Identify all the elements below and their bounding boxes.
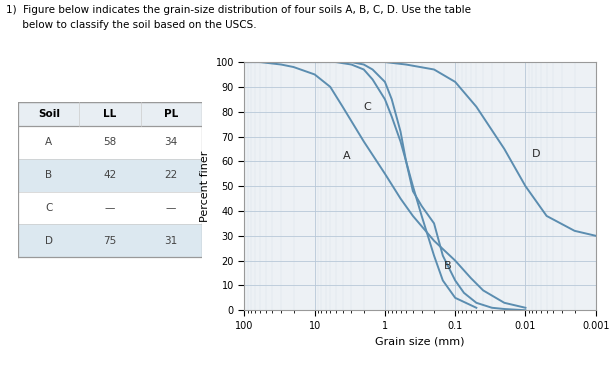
Text: 34: 34: [164, 137, 178, 147]
Bar: [18, 159, 202, 192]
Bar: [18, 126, 202, 159]
Text: below to classify the soil based on the USCS.: below to classify the soil based on the …: [6, 20, 257, 30]
Text: Soil: Soil: [38, 109, 60, 119]
Text: A: A: [45, 137, 53, 147]
Text: A: A: [343, 151, 351, 161]
Text: C: C: [45, 203, 53, 213]
Text: 58: 58: [103, 137, 117, 147]
Y-axis label: Percent finer: Percent finer: [200, 150, 210, 222]
Text: D: D: [45, 236, 53, 246]
Text: 75: 75: [103, 236, 117, 246]
Text: 1)  Figure below indicates the grain-size distribution of four soils A, B, C, D.: 1) Figure below indicates the grain-size…: [6, 5, 471, 15]
Bar: [18, 224, 202, 257]
Text: 22: 22: [164, 170, 178, 180]
X-axis label: Grain size (mm): Grain size (mm): [375, 336, 465, 346]
Text: 31: 31: [164, 236, 178, 246]
Text: —: —: [105, 203, 115, 213]
Text: C: C: [363, 102, 371, 112]
Text: PL: PL: [164, 109, 178, 119]
Bar: [18, 192, 202, 224]
Text: —: —: [166, 203, 176, 213]
Text: LL: LL: [103, 109, 117, 119]
Text: B: B: [444, 261, 451, 270]
Bar: [18, 102, 202, 126]
Text: D: D: [532, 149, 541, 159]
Text: B: B: [45, 170, 53, 180]
Text: 42: 42: [103, 170, 117, 180]
